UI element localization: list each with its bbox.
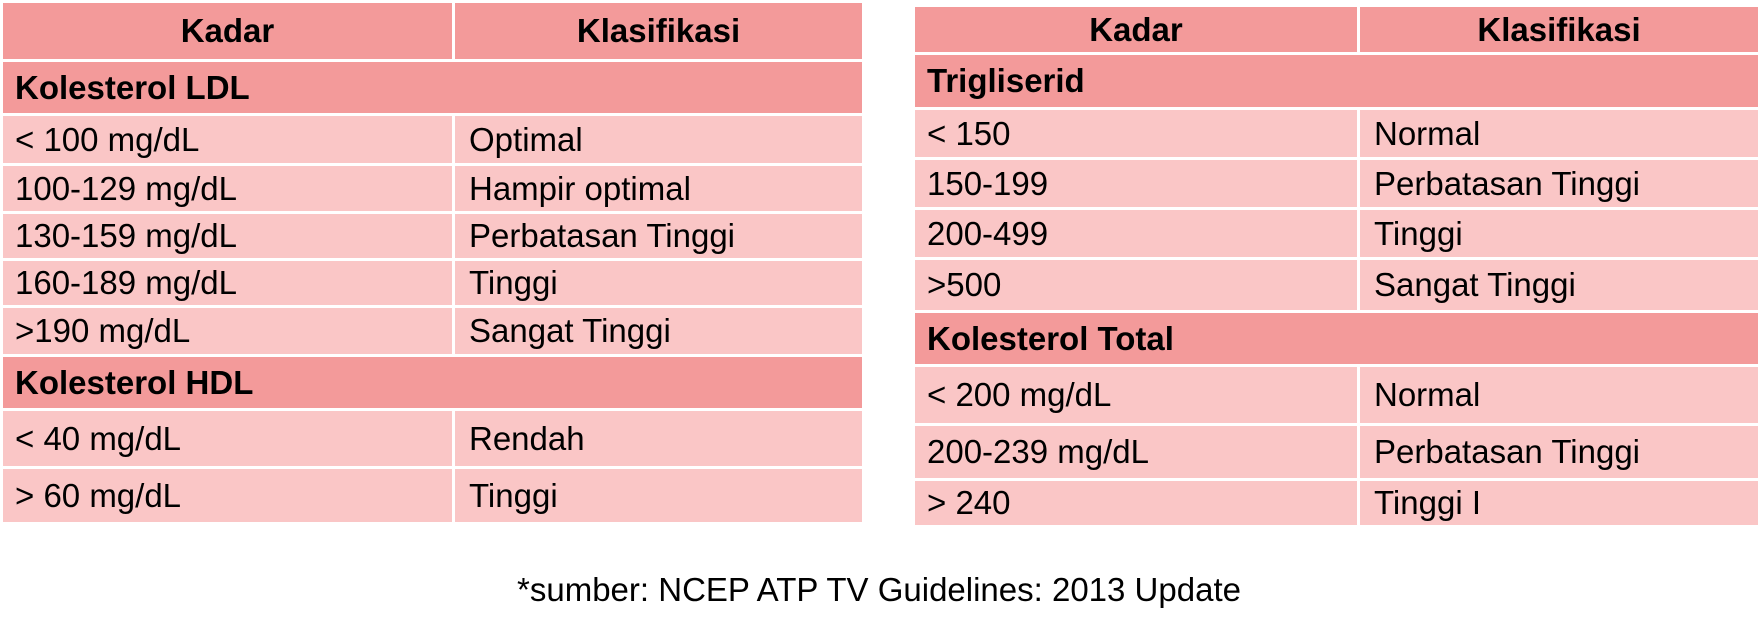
klasifikasi-cell: Perbatasan Tinggi <box>1357 423 1758 481</box>
kadar-cell: 150-199 <box>912 157 1360 210</box>
section-row: Kolesterol LDL <box>0 59 865 116</box>
kadar-cell: 160-189 mg/dL <box>0 258 455 308</box>
header-kadar: Kadar <box>912 4 1360 55</box>
kadar-cell: < 40 mg/dL <box>0 408 455 469</box>
klasifikasi-cell: Tinggi <box>1357 207 1758 260</box>
table-row: 100-129 mg/dL Hampir optimal <box>0 163 865 214</box>
header-klasifikasi: Klasifikasi <box>1357 4 1758 55</box>
section-row: Kolesterol HDL <box>0 354 865 411</box>
kadar-cell: < 100 mg/dL <box>0 113 455 166</box>
table-row: < 40 mg/dL Rendah <box>0 408 865 469</box>
header-klasifikasi: Klasifikasi <box>452 0 865 62</box>
table-row: 200-499 Tinggi <box>912 207 1758 260</box>
klasifikasi-cell: Tinggi I <box>1357 478 1758 528</box>
klasifikasi-cell: Normal <box>1357 107 1758 160</box>
klasifikasi-cell: Tinggi <box>452 466 865 525</box>
klasifikasi-cell: Optimal <box>452 113 865 166</box>
klasifikasi-cell: Normal <box>1357 364 1758 426</box>
section-title-hdl: Kolesterol HDL <box>0 354 865 411</box>
table-row: 160-189 mg/dL Tinggi <box>0 258 865 308</box>
klasifikasi-cell: Sangat Tinggi <box>1357 257 1758 313</box>
section-row: Kolesterol Total <box>912 310 1758 367</box>
section-title-kolesterol-total: Kolesterol Total <box>912 310 1758 367</box>
klasifikasi-cell: Perbatasan Tinggi <box>1357 157 1758 210</box>
kadar-cell: > 60 mg/dL <box>0 466 455 525</box>
source-footnote: *sumber: NCEP ATP TV Guidelines: 2013 Up… <box>517 571 1241 608</box>
klasifikasi-cell: Perbatasan Tinggi <box>452 211 865 261</box>
table-row: >500 Sangat Tinggi <box>912 257 1758 313</box>
klasifikasi-cell: Sangat Tinggi <box>452 305 865 357</box>
kadar-cell: 200-499 <box>912 207 1360 260</box>
klasifikasi-cell: Rendah <box>452 408 865 469</box>
table-row: 200-239 mg/dL Perbatasan Tinggi <box>912 423 1758 481</box>
ldl-hdl-table: Kadar Klasifikasi Kolesterol LDL < 100 m… <box>0 0 865 525</box>
section-title-ldl: Kolesterol LDL <box>0 59 865 116</box>
klasifikasi-cell: Hampir optimal <box>452 163 865 214</box>
trigliserid-total-table: Kadar Klasifikasi Trigliserid < 150 Norm… <box>912 4 1758 528</box>
header-row: Kadar Klasifikasi <box>0 0 865 62</box>
table-row: 150-199 Perbatasan Tinggi <box>912 157 1758 210</box>
section-row: Trigliserid <box>912 52 1758 110</box>
table-row: > 240 Tinggi I <box>912 478 1758 528</box>
table-row: < 150 Normal <box>912 107 1758 160</box>
kadar-cell: < 200 mg/dL <box>912 364 1360 426</box>
klasifikasi-cell: Tinggi <box>452 258 865 308</box>
kadar-cell: 100-129 mg/dL <box>0 163 455 214</box>
table-row: < 200 mg/dL Normal <box>912 364 1758 426</box>
kadar-cell: < 150 <box>912 107 1360 160</box>
section-title-trigliserid: Trigliserid <box>912 52 1758 110</box>
table-row: < 100 mg/dL Optimal <box>0 113 865 166</box>
kadar-cell: 200-239 mg/dL <box>912 423 1360 481</box>
table-row: >190 mg/dL Sangat Tinggi <box>0 305 865 357</box>
kadar-cell: >500 <box>912 257 1360 313</box>
kadar-cell: 130-159 mg/dL <box>0 211 455 261</box>
table-row: 130-159 mg/dL Perbatasan Tinggi <box>0 211 865 261</box>
kadar-cell: > 240 <box>912 478 1360 528</box>
header-kadar: Kadar <box>0 0 455 62</box>
kadar-cell: >190 mg/dL <box>0 305 455 357</box>
header-row: Kadar Klasifikasi <box>912 4 1758 55</box>
table-row: > 60 mg/dL Tinggi <box>0 466 865 525</box>
